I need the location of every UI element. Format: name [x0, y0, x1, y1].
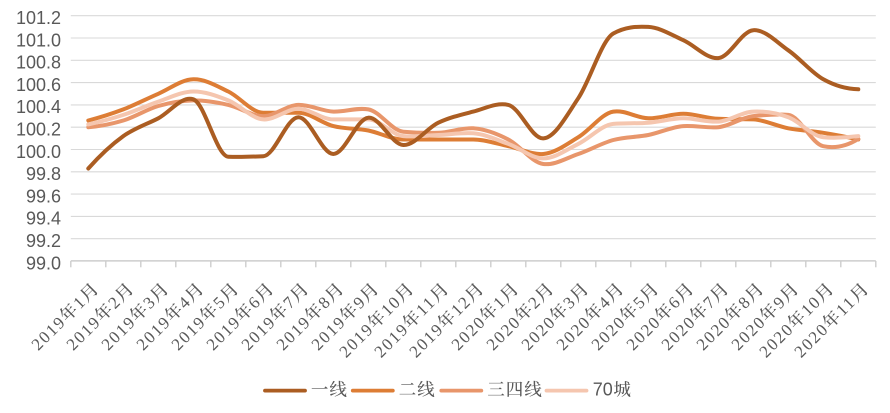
svg-text:99.6: 99.6 — [26, 186, 61, 206]
svg-text:100.0: 100.0 — [16, 142, 61, 162]
svg-text:99.0: 99.0 — [26, 253, 61, 273]
svg-text:100.6: 100.6 — [16, 75, 61, 95]
svg-text:100.4: 100.4 — [16, 97, 61, 117]
svg-text:100.2: 100.2 — [16, 120, 61, 140]
svg-text:100.8: 100.8 — [16, 53, 61, 73]
svg-text:101.2: 101.2 — [16, 8, 61, 28]
svg-text:99.4: 99.4 — [26, 209, 61, 229]
svg-text:101.0: 101.0 — [16, 30, 61, 50]
svg-text:99.8: 99.8 — [26, 164, 61, 184]
svg-text:70: 70 — [593, 380, 613, 400]
svg-text:99.2: 99.2 — [26, 231, 61, 251]
